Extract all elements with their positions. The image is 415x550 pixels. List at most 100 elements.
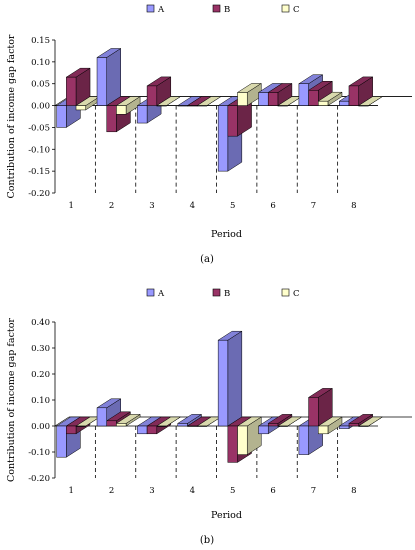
bar-front-face	[237, 425, 248, 455]
bar-front-face	[358, 425, 369, 427]
bar-front-face	[308, 397, 319, 427]
bar-front-face	[298, 425, 309, 455]
x-axis-label: Period	[211, 229, 242, 240]
x-tick-label: 5	[230, 486, 235, 496]
y-tick-label: -0.20	[28, 474, 50, 484]
bar-front-face	[96, 407, 107, 427]
legend-label-A: A	[157, 289, 165, 299]
x-tick-label: 3	[149, 486, 154, 496]
legend-swatch-C	[281, 288, 290, 297]
y-tick-label: 0.30	[31, 344, 50, 354]
x-tick-label: 7	[311, 201, 316, 211]
bar-front-face	[318, 425, 329, 435]
legend-label-B: B	[224, 5, 230, 15]
x-tick-label: 7	[311, 486, 316, 496]
bar-front-face	[106, 420, 117, 427]
y-tick-label: 0.00	[31, 422, 50, 432]
bar-C-period-4	[196, 96, 222, 107]
bar-front-face	[277, 105, 288, 107]
legend-swatch-B	[212, 4, 221, 13]
bar-C-period-5	[236, 416, 263, 456]
bar-front-face	[237, 92, 248, 106]
bar-front-face	[116, 105, 127, 115]
bar-B-period-8	[348, 76, 374, 107]
legend-label-C: C	[293, 5, 300, 15]
bar-front-face	[96, 57, 107, 106]
legend-label-A: A	[157, 5, 165, 15]
x-tick-label: 8	[351, 486, 356, 496]
bar-front-face	[137, 425, 148, 435]
x-tick-label: 2	[109, 201, 114, 211]
bar-A-period-5	[217, 330, 243, 427]
bar-front-face	[137, 105, 148, 124]
y-tick-label: -0.05	[28, 123, 50, 133]
bar-front-face	[146, 425, 158, 435]
bar-front-face	[146, 85, 158, 106]
bar-B-period-8	[348, 413, 374, 427]
legend-swatch-A	[146, 4, 155, 13]
bar-front-face	[75, 425, 86, 427]
x-tick-label: 3	[149, 201, 154, 211]
panel-caption: (a)	[200, 254, 214, 265]
bar-front-face	[217, 339, 229, 427]
bar-B-period-3	[146, 76, 172, 107]
y-tick-label: -0.20	[28, 189, 50, 199]
bar-C-period-5	[236, 82, 263, 107]
bar-C-period-7	[317, 91, 343, 107]
bar-front-face	[277, 425, 288, 427]
bar-front-face	[339, 100, 350, 106]
bar-front-face	[258, 425, 269, 435]
bar-front-face	[217, 105, 229, 172]
y-tick-label: 0.05	[31, 80, 50, 90]
y-tick-label: 0.20	[31, 370, 50, 380]
legend-swatch-A	[146, 288, 155, 297]
y-tick-label: 0.40	[31, 318, 50, 328]
y-tick-label: -0.10	[28, 145, 50, 155]
bar-front-face	[56, 105, 67, 128]
bar-front-face	[227, 105, 238, 137]
bar-front-face	[66, 76, 77, 106]
bar-front-face	[177, 105, 188, 107]
bar-C-period-7	[317, 416, 343, 435]
y-tick-label: 0.10	[31, 58, 50, 68]
x-tick-label: 4	[190, 201, 195, 211]
bar-front-face	[267, 423, 279, 427]
bar-front-face	[187, 425, 198, 427]
bar-C-period-2	[115, 413, 141, 427]
panel-caption: (b)	[200, 535, 214, 546]
y-axis-label: Contribution of income gap factor	[6, 318, 17, 482]
bar-front-face	[187, 105, 198, 107]
chart-panel-a: A B C 0.15 0.10 0.05 0.00 -0.05 -0.10 -0.15 -0.20 1…	[6, 4, 412, 265]
bar-front-face	[156, 105, 167, 107]
bar-A-period-2	[96, 48, 122, 107]
x-axis-label: Period	[211, 510, 242, 521]
y-tick-label: -0.15	[28, 167, 50, 177]
legend-label-B: B	[224, 289, 230, 299]
legend-label-C: C	[293, 289, 300, 299]
bar-C-period-6	[277, 416, 303, 427]
bar-side-face	[227, 330, 243, 427]
bar-front-face	[298, 83, 309, 106]
y-tick-label: 0.10	[31, 396, 50, 406]
y-axis-label: Contribution of income gap factor	[6, 34, 17, 198]
bar-C-period-8	[357, 96, 384, 107]
x-tick-label: 6	[270, 201, 275, 211]
y-tick-label: 0.00	[31, 102, 50, 112]
bar-B-period-6	[267, 82, 293, 107]
bar-C-period-1	[75, 96, 101, 111]
bar-B-period-6	[267, 413, 293, 427]
x-tick-label: 1	[68, 201, 73, 211]
bar-front-face	[177, 423, 188, 427]
bar-front-face	[196, 425, 208, 427]
bar-C-period-3	[155, 416, 182, 427]
bar-front-face	[267, 92, 279, 106]
bar-C-period-8	[357, 416, 384, 427]
bar-front-face	[56, 425, 67, 458]
chart-panel-b: A B C 0.40 0.30 0.20 0.10 0.00 -0.10 -0.20 1 2 3 4 5 6 7…	[6, 288, 412, 546]
bar-side-face	[106, 48, 121, 107]
baseline-depth-left	[54, 416, 70, 427]
bar-C-period-2	[115, 96, 141, 115]
bar-A-period-4	[176, 413, 203, 427]
bar-front-face	[318, 100, 329, 106]
